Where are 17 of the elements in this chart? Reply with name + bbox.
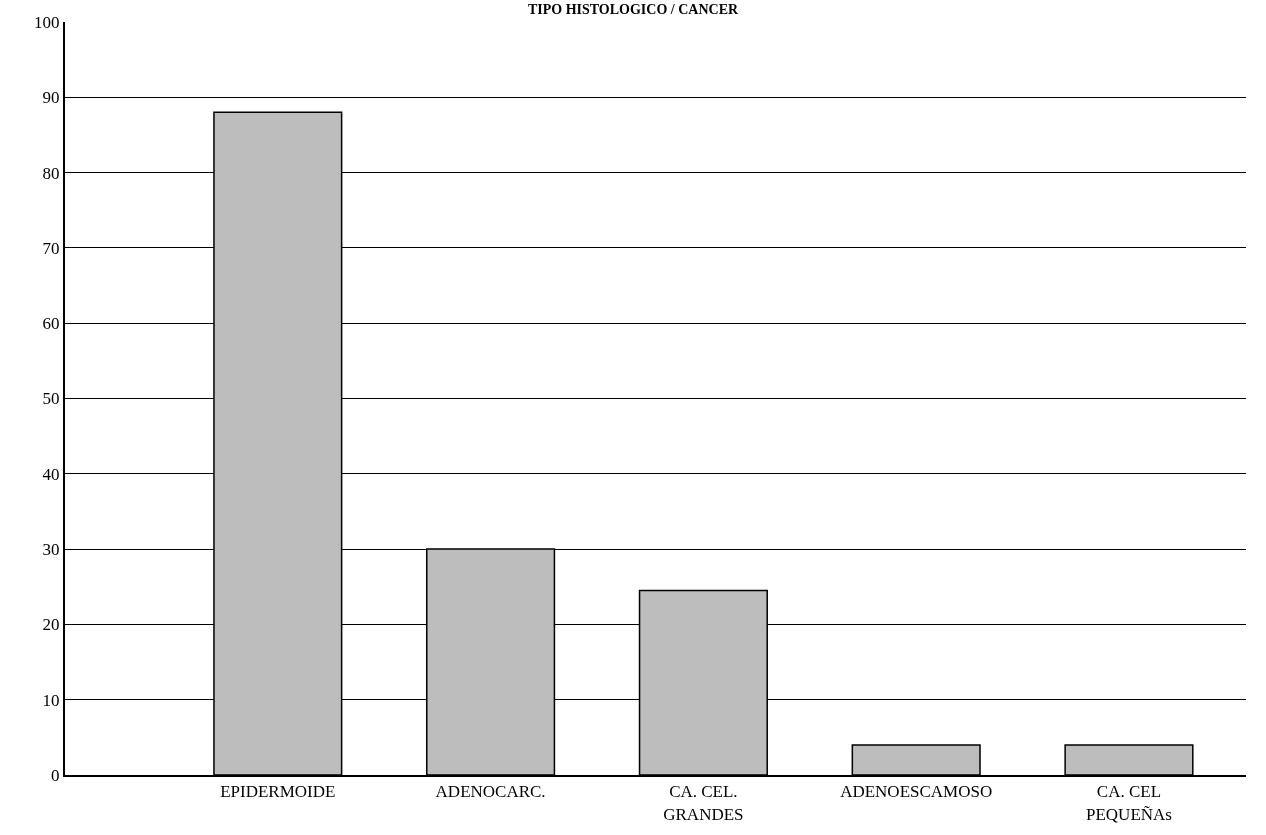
- x-tick-label: CA. CEL. GRANDES: [663, 782, 744, 824]
- chart-title: TIPO HISTOLOGICO / CANCER: [527, 1, 739, 17]
- y-tick-label: 40: [42, 464, 60, 484]
- x-tick-label: CA. CEL PEQUEÑAs: [1085, 782, 1172, 824]
- y-tick-label: 50: [42, 389, 60, 409]
- y-tick-label: 60: [42, 314, 60, 334]
- y-tick-label: 100: [34, 12, 60, 32]
- y-tick-label: 90: [42, 88, 60, 108]
- x-tick-label: ADENOCARC.: [435, 782, 546, 802]
- y-tick-label: 30: [42, 540, 60, 560]
- y-tick-label: 10: [42, 690, 60, 710]
- y-tick-label: 80: [42, 163, 60, 183]
- y-tick-label: 0: [51, 765, 60, 785]
- y-tick-label: 20: [42, 615, 60, 635]
- x-tick-label: ADENOESCAMOSO: [840, 782, 993, 802]
- x-tick-label: EPIDERMOIDE: [220, 782, 336, 802]
- y-tick-label: 70: [42, 238, 60, 258]
